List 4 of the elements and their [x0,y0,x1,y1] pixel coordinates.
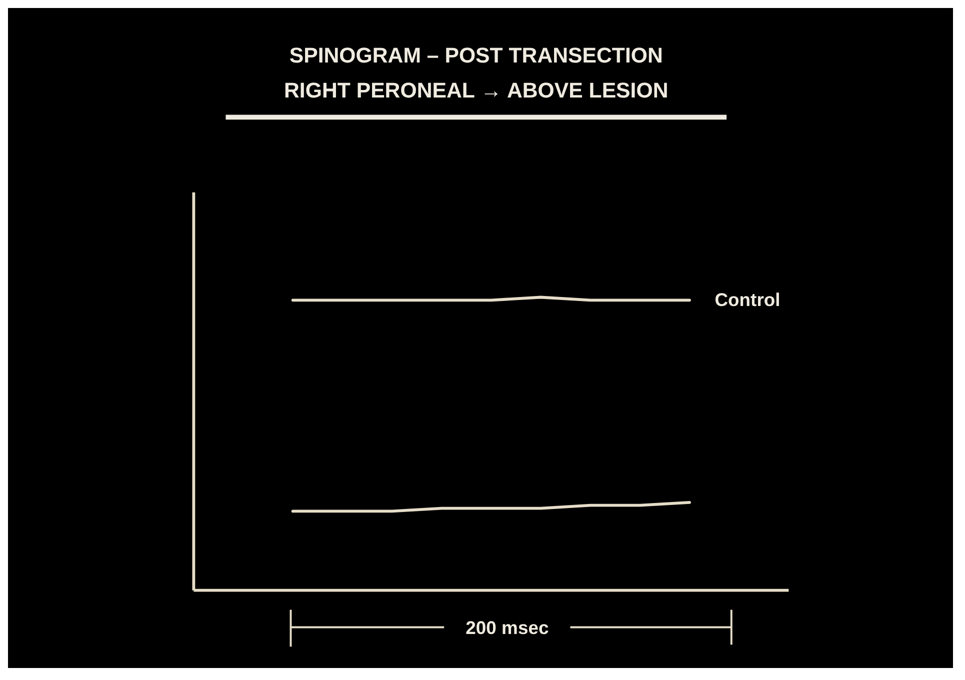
series-label: Control [714,288,780,310]
chart-title: SPINOGRAM – POST TRANSECTION [289,43,663,68]
text: 200 msec [466,617,549,638]
chart-subtitle: RIGHT PERONEAL → ABOVE LESION [284,78,668,102]
